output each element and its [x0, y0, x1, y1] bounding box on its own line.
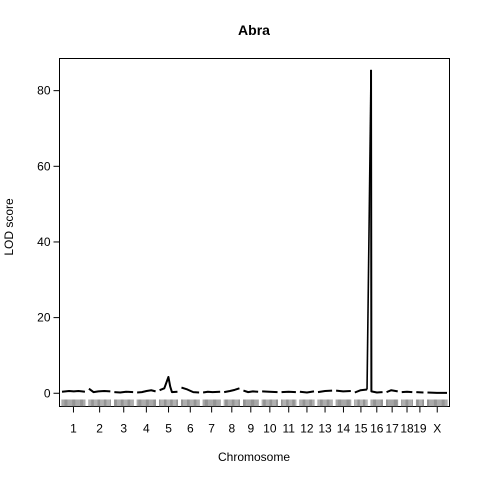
x-tick-label: 2: [96, 422, 103, 436]
x-axis: 1 2 3 4 5 6 7 8 9 10 11 12 13 14 15 16 17 18 19 X: [70, 406, 441, 436]
y-tick-label: 80: [37, 84, 51, 98]
x-tick-label: 17: [385, 422, 399, 436]
lod-curve-chr-1: [61, 389, 86, 393]
lod-curve-chr-14: [336, 389, 351, 393]
x-tick-label: 5: [165, 422, 172, 436]
x-tick-label: 4: [143, 422, 150, 436]
x-tick-label: 11: [282, 422, 295, 436]
lod-curve-chr-10: [262, 390, 278, 394]
y-tick-label: 40: [37, 235, 51, 249]
lod-curves: [61, 69, 447, 394]
x-tick-label: 8: [228, 422, 235, 436]
x-tick-label: 1: [70, 422, 77, 436]
x-tick-label: 6: [187, 422, 194, 436]
lod-curve-chr-17: [386, 389, 398, 394]
x-tick-label: 9: [247, 422, 254, 436]
x-tick-label: 15: [354, 422, 368, 436]
lod-curve-chr-5: [159, 376, 178, 394]
x-axis-label: Chromosome: [218, 450, 290, 464]
x-tick-label: 19: [413, 422, 427, 436]
y-axis-label: LOD score: [2, 198, 16, 256]
lod-curve-chr-7: [202, 390, 221, 394]
lod-curve-chr-4: [137, 389, 156, 394]
y-tick-label: 20: [37, 311, 51, 325]
y-axis: 0 20 40 60 80: [37, 84, 60, 400]
lod-curve-chr-8: [223, 387, 240, 394]
lod-peak-connector: [366, 69, 372, 390]
x-tick-label: 16: [370, 422, 384, 436]
lod-curve-chr-15: [354, 388, 368, 394]
x-tick-label: 7: [208, 422, 215, 436]
x-tick-label: 10: [263, 422, 277, 436]
y-tick-label: 0: [44, 386, 51, 400]
x-tick-label: 3: [120, 422, 127, 436]
lod-curve-chr-13: [317, 389, 333, 394]
x-tick-label: 18: [400, 422, 414, 436]
chart-title: Abra: [238, 22, 270, 38]
lod-curve-chr-16: [370, 69, 383, 394]
lod-curve-chr-9: [243, 389, 259, 394]
plot-frame: [59, 58, 450, 407]
lod-curve-chr-2: [88, 387, 111, 394]
lod-curve-chr-12: [299, 390, 315, 394]
lod-curve-chr-6: [181, 386, 200, 394]
x-tick-label: 12: [300, 422, 314, 436]
y-tick-label: 60: [37, 159, 51, 173]
marker-rug: [61, 399, 448, 407]
lod-curve-chr-3: [114, 390, 134, 394]
x-tick-label: 13: [318, 422, 332, 436]
x-tick-label: X: [433, 422, 441, 436]
x-tick-label: 14: [337, 422, 351, 436]
